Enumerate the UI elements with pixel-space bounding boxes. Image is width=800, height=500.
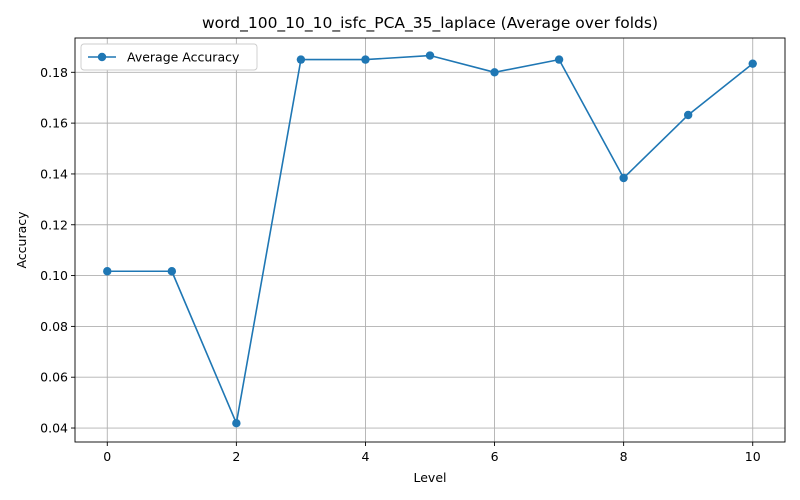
y-tick-label: 0.12 bbox=[40, 217, 68, 232]
y-tick-label: 0.06 bbox=[40, 370, 68, 385]
y-tick-label: 0.14 bbox=[40, 166, 68, 181]
y-axis-label: Accuracy bbox=[14, 211, 29, 269]
plot-frame bbox=[74, 37, 786, 443]
x-tick-label: 6 bbox=[491, 449, 499, 464]
data-point bbox=[296, 55, 306, 64]
data-point bbox=[425, 51, 435, 60]
x-tick-label: 2 bbox=[232, 449, 240, 464]
data-point bbox=[683, 110, 693, 120]
data-point bbox=[619, 173, 628, 183]
data-point bbox=[103, 267, 112, 276]
data-point bbox=[167, 267, 177, 276]
y-axis-ticks: 0.04 0.06 0.08 0.10 0.12 0.14 0.16 0.18 bbox=[40, 65, 75, 436]
legend-entry-label: Average Accuracy bbox=[127, 50, 240, 65]
data-point bbox=[748, 59, 757, 68]
legend: Average Accuracy bbox=[80, 43, 258, 71]
x-tick-label: 0 bbox=[103, 449, 111, 464]
legend-marker-swatch bbox=[97, 52, 107, 62]
series-layer bbox=[103, 51, 757, 428]
grid bbox=[75, 38, 785, 442]
legend-box bbox=[80, 43, 258, 71]
x-tick-label: 4 bbox=[361, 449, 369, 464]
data-point bbox=[361, 55, 370, 64]
data-point bbox=[232, 418, 241, 428]
data-point bbox=[490, 68, 499, 77]
x-axis-ticks: 0 2 4 6 8 10 bbox=[103, 442, 761, 464]
x-axis-label: Level bbox=[414, 470, 447, 485]
y-tick-label: 0.08 bbox=[40, 319, 68, 334]
y-tick-label: 0.10 bbox=[40, 268, 68, 283]
chart-title: word_100_10_10_isfc_PCA_35_laplace (Aver… bbox=[202, 14, 658, 33]
x-tick-label: 8 bbox=[620, 449, 628, 464]
y-tick-label: 0.16 bbox=[40, 116, 68, 131]
y-tick-label: 0.18 bbox=[40, 65, 68, 80]
y-tick-label: 0.04 bbox=[40, 421, 68, 436]
x-tick-label: 10 bbox=[745, 449, 761, 464]
data-point bbox=[554, 55, 564, 64]
